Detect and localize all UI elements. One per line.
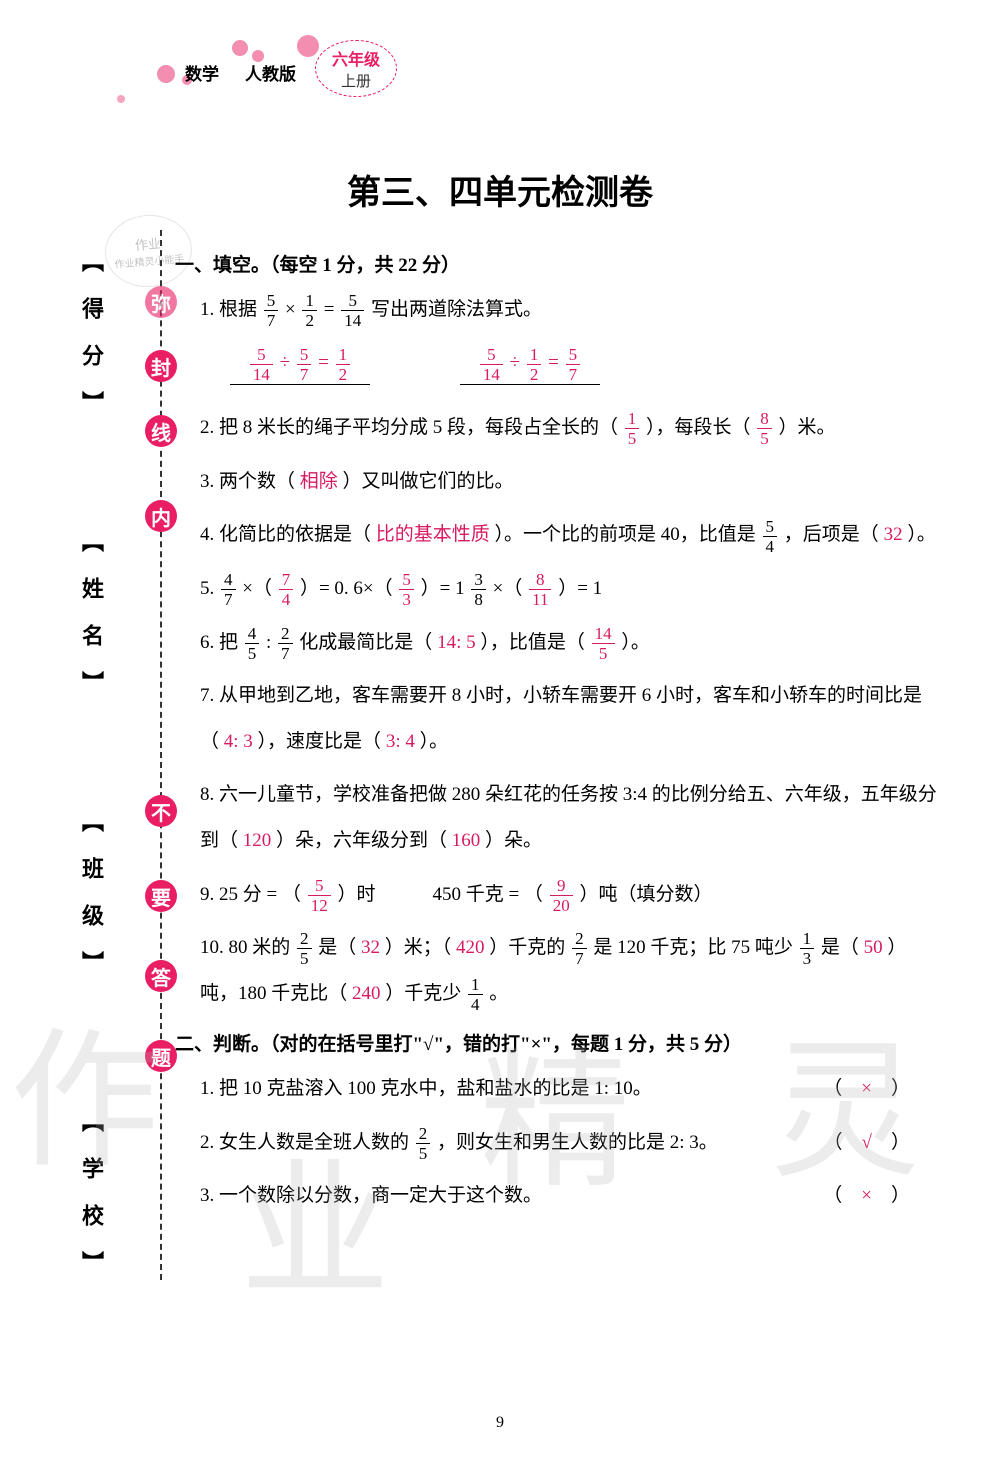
- section2-title: 二、判断。（对的在括号里打"√"，错的打"×"，每题 1 分，共 5 分）: [175, 1024, 940, 1066]
- margin-school: 【 学 校 】: [75, 1110, 107, 1273]
- s2q3: 3. 一个数除以分数，商一定大于这个数。 （ × ）: [200, 1173, 940, 1219]
- circle-char: 不: [145, 795, 177, 827]
- margin-score: 【 得 分 】: [75, 250, 107, 413]
- stamp-line1: 作业: [134, 233, 162, 254]
- version-label: 人教版: [245, 60, 296, 85]
- s2q2: 2. 女生人数是全班人数的 25 ，则女生和男生人数的比是 2: 3。 （ √ …: [200, 1120, 940, 1166]
- q3: 3. 两个数（ 相除 ）又叫做它们的比。: [200, 459, 940, 505]
- circle-char: 答: [145, 960, 177, 992]
- circle-char: 弥: [145, 286, 177, 318]
- circle-char: 要: [145, 880, 177, 912]
- page-number: 9: [0, 1414, 1000, 1432]
- q1-ans1: 514 ÷ 57 = 12: [230, 342, 370, 385]
- grade-badge: 六年级 上册: [315, 40, 397, 97]
- q6: 6. 把 45 : 27 化成最简比是（ 14: 5 ），比值是（ 145 ）。: [200, 620, 940, 666]
- q5: 5. 47 ×（ 74 ）= 0. 6×（ 53 ）= 1 38 ×（ 811 …: [200, 566, 940, 612]
- circle-char: 封: [145, 350, 177, 382]
- q7: 7. 从甲地到乙地，客车需要开 8 小时，小轿车需要开 6 小时，客车和小轿车的…: [200, 673, 940, 764]
- q9: 9. 25 分 = （ 512 ）时 450 千克 = （ 920 ）吨（填分数…: [200, 872, 940, 918]
- section1-title: 一、填空。（每空 1 分，共 22 分）: [175, 245, 940, 287]
- q1: 1. 根据 57 × 12 = 514 写出两道除法算式。: [200, 287, 940, 333]
- volume-text: 上册: [341, 70, 371, 91]
- circle-char: 内: [145, 500, 177, 532]
- circle-char: 线: [145, 415, 177, 447]
- q1-answers: 514 ÷ 57 = 12 514 ÷ 12 = 57: [230, 342, 940, 385]
- margin-class: 【 班 级 】: [75, 810, 107, 973]
- content-area: 一、填空。（每空 1 分，共 22 分） 1. 根据 57 × 12 = 514…: [200, 245, 940, 1227]
- q8: 8. 六一儿童节，学校准备把做 280 朵红花的任务按 3:4 的比例分给五、六…: [200, 772, 940, 863]
- q4: 4. 化简比的依据是（ 比的基本性质 ）。一个比的前项是 40，比值是 54 ，…: [200, 512, 940, 558]
- seal-line: [160, 230, 162, 1280]
- subject-label: 数学: [185, 60, 219, 85]
- circle-char: 题: [145, 1040, 177, 1072]
- s2q1: 1. 把 10 克盐溶入 100 克水中，盐和盐水的比是 1: 10。 （ × …: [200, 1066, 940, 1112]
- page-header: 数学 人教版 六年级 上册: [155, 45, 855, 105]
- margin-name: 【 姓 名 】: [75, 530, 107, 693]
- grade-text: 六年级: [332, 46, 380, 70]
- q2: 2. 把 8 米长的绳子平均分成 5 段，每段占全长的（ 15 ），每段长（ 8…: [200, 405, 940, 451]
- page-title: 第三、四单元检测卷: [0, 165, 1000, 214]
- q1-ans2: 514 ÷ 12 = 57: [460, 342, 600, 385]
- q10: 10. 80 米的 25 是（ 32 ）米；（ 420 ）千克的 27 是 12…: [200, 925, 940, 1016]
